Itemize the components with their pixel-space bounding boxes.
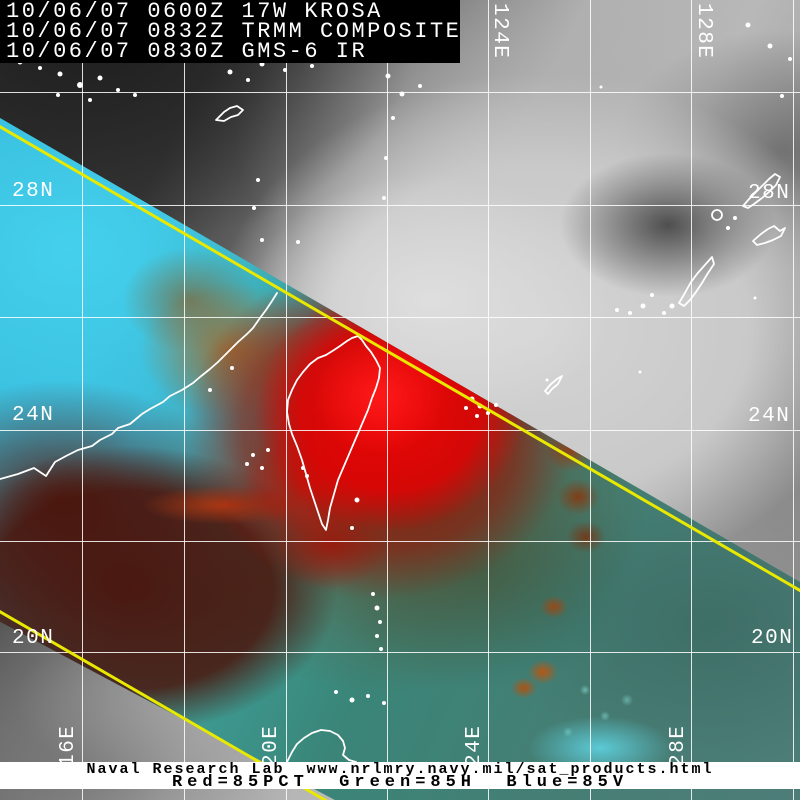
footer-channel-legend: Red=85PCT Green=85H Blue=85V xyxy=(171,773,629,792)
lat-label-28n-left: 28N xyxy=(12,180,55,203)
gridline-118e xyxy=(184,0,185,800)
island-outline xyxy=(544,375,563,395)
header-line-trmm: 10/06/07 0832Z TRMM COMPOSITE xyxy=(6,19,462,44)
island-outline xyxy=(752,225,786,246)
luzon-coastline xyxy=(286,729,357,763)
amami-island xyxy=(742,173,781,209)
gridline-124e xyxy=(488,0,489,800)
gridline-122e xyxy=(387,0,388,800)
lat-label-28n-right: 28N xyxy=(748,182,791,205)
footer-source-url: Naval Research Lab www.nrlmry.navy.mil/s… xyxy=(86,761,714,778)
gridline-22n xyxy=(0,541,800,542)
china-coastline xyxy=(0,292,278,480)
island-outline xyxy=(215,105,244,122)
island-ring xyxy=(711,209,723,221)
gridline-130e xyxy=(793,0,794,800)
product-footer: Naval Research Lab www.nrlmry.navy.mil/s… xyxy=(0,761,800,792)
lon-label-128e-top: 128E xyxy=(692,3,715,60)
lat-label-24n-left: 24N xyxy=(12,404,55,427)
lat-label-20n-left: 20N xyxy=(12,627,55,650)
gridline-28n xyxy=(0,205,800,206)
gridline-20n xyxy=(0,652,800,653)
okinawa-island xyxy=(678,256,715,307)
gridline-128e xyxy=(691,0,692,800)
lat-label-24n-right: 24N xyxy=(748,405,791,428)
header-line-gms: 10/06/07 0830Z GMS-6 IR xyxy=(6,39,368,64)
gridline-24n xyxy=(0,430,800,431)
gridline-120e xyxy=(286,0,287,800)
taiwan-coastline xyxy=(286,335,381,531)
gridline-116e xyxy=(82,0,83,800)
header-line-storm: 10/06/07 0600Z 17W KROSA xyxy=(6,0,383,24)
lat-label-20n-right: 20N xyxy=(751,627,794,650)
gridline-126e xyxy=(590,0,591,800)
product-header: 10/06/07 0600Z 17W KROSA 10/06/07 0832Z … xyxy=(0,0,460,63)
lon-label-124e-top: 124E xyxy=(488,3,511,60)
gridline-26n xyxy=(0,317,800,318)
